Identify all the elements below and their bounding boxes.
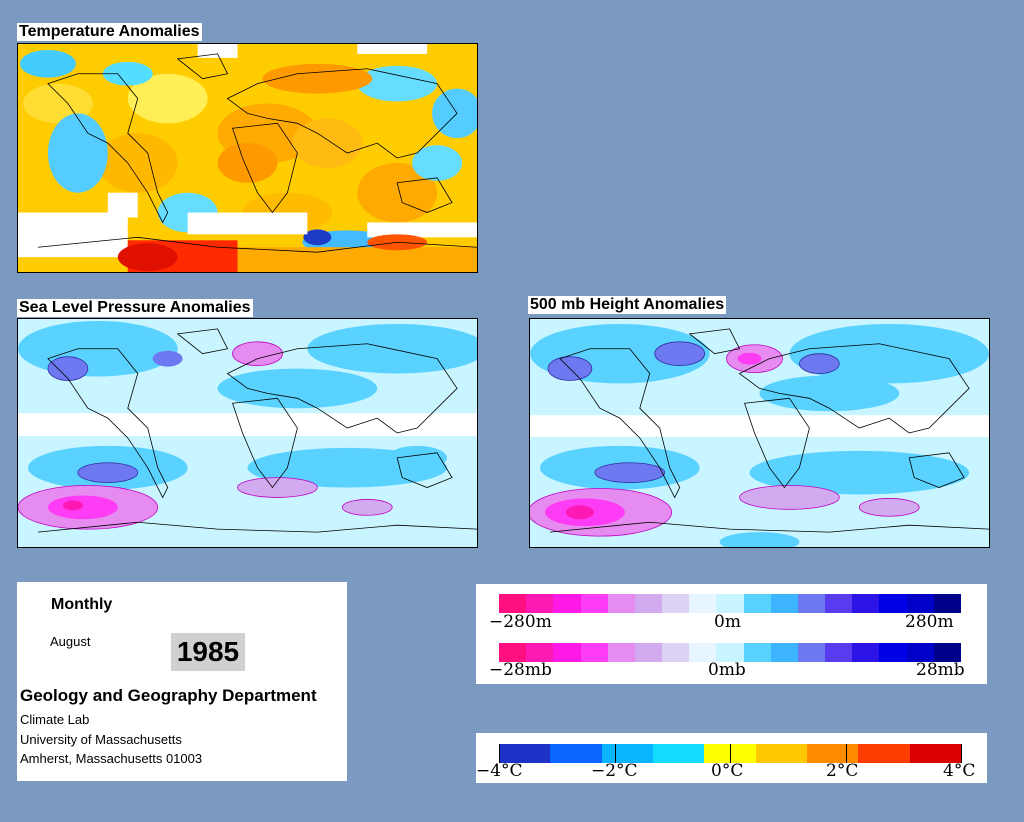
pressure-colorbar-swatch [526, 643, 554, 662]
university-label: University of Massachusetts [20, 732, 182, 747]
height-colorbar-swatch [825, 594, 853, 613]
temperature-colorbar-swatch [499, 744, 551, 763]
pressure-colorbar-swatch [797, 643, 826, 662]
temperature-colorbar-swatch [909, 744, 961, 763]
temperature-anomaly-map [17, 43, 478, 273]
temperature-colorbar-swatch [858, 744, 910, 763]
height500-map-title: 500 mb Height Anomalies [528, 296, 727, 314]
pressure-colorbar-swatch [852, 643, 880, 662]
height-colorbar-swatch [743, 594, 771, 613]
temperature-colorbar [499, 744, 961, 763]
height-colorbar-swatch [662, 594, 690, 613]
temperature-map-graphic [18, 44, 477, 272]
month-label: August [50, 634, 91, 649]
temperature-colorbar-ticks [499, 744, 962, 763]
year-label: 1985 [171, 633, 245, 671]
height-colorbar-swatch [634, 594, 663, 613]
temp-label-0: 0°C [711, 761, 744, 781]
temperature-tick [730, 744, 731, 763]
pressure-colorbar-swatch [906, 643, 934, 662]
pressure-colorbar-swatch [933, 643, 961, 662]
address-label: Amherst, Massachusetts 01003 [20, 751, 203, 766]
temperature-tick [845, 744, 847, 763]
temperature-map-title: Temperature Anomalies [17, 23, 202, 41]
pressure-colorbar-swatch [689, 643, 717, 662]
department-label: Geology and Geography Department [20, 686, 317, 705]
height-max-label: 280m [905, 612, 954, 632]
height-colorbar-swatch [906, 594, 934, 613]
pressure-colorbar [499, 643, 961, 662]
temp-label-2: 2°C [826, 761, 859, 781]
pressure-colorbar-swatch [607, 643, 635, 662]
product-label: Monthly [51, 596, 113, 613]
500mb-height-map [529, 318, 990, 548]
sea-level-pressure-map [17, 318, 478, 548]
height-colorbar-swatch [526, 594, 554, 613]
height-colorbar-swatch [689, 594, 717, 613]
lab-label: Climate Lab [20, 712, 90, 727]
height-colorbar-swatch [933, 594, 961, 613]
height-mid-label: 0m [714, 612, 741, 632]
temperature-colorbar-swatch [601, 744, 653, 763]
height-colorbar-swatch [553, 594, 581, 613]
temperature-tick [961, 744, 962, 763]
pressure-colorbar-swatch [662, 643, 690, 662]
pressure-colorbar-swatch [743, 643, 771, 662]
anomaly-legend-panel: −280m 0m 280m −28mb 0mb 28mb [476, 584, 987, 684]
height-min-label: −280m [489, 612, 552, 632]
pressure-colorbar-swatch [825, 643, 853, 662]
pressure-colorbar-swatch [716, 643, 744, 662]
pressure-colorbar-swatch [770, 643, 798, 662]
pressure-colorbar-swatch [580, 643, 608, 662]
temp-label-minus2: −2°C [591, 761, 638, 781]
temperature-colorbar-swatch [652, 744, 705, 763]
height-colorbar [499, 594, 961, 613]
temperature-tick [499, 744, 500, 763]
temp-label-minus4: −4°C [476, 761, 523, 781]
pressure-colorbar-swatch [553, 643, 581, 662]
temperature-legend-panel: −4°C −2°C 0°C 2°C 4°C [476, 733, 987, 783]
temperature-colorbar-swatch [704, 744, 756, 763]
temperature-colorbar-swatch [755, 744, 807, 763]
height-colorbar-swatch [852, 594, 880, 613]
pressure-mid-label: 0mb [708, 660, 746, 680]
height-colorbar-swatch [499, 594, 527, 613]
height500-map-graphic [530, 319, 989, 547]
temperature-colorbar-swatch [806, 744, 859, 763]
pressure-max-label: 28mb [916, 660, 965, 680]
info-panel: Monthly August 1985 Geology and Geograph… [17, 582, 347, 781]
temp-label-4: 4°C [943, 761, 976, 781]
slp-map-title: Sea Level Pressure Anomalies [17, 299, 253, 317]
height-colorbar-swatch [607, 594, 635, 613]
height-colorbar-swatch [580, 594, 608, 613]
pressure-colorbar-swatch [634, 643, 663, 662]
temperature-tick [614, 744, 616, 763]
slp-map-graphic [18, 319, 477, 547]
pressure-colorbar-swatch [879, 643, 907, 662]
pressure-colorbar-swatch [499, 643, 527, 662]
height-colorbar-swatch [797, 594, 826, 613]
height-colorbar-swatch [770, 594, 798, 613]
pressure-min-label: −28mb [489, 660, 552, 680]
height-colorbar-swatch [716, 594, 744, 613]
height-colorbar-swatch [879, 594, 907, 613]
temperature-colorbar-swatch [550, 744, 602, 763]
